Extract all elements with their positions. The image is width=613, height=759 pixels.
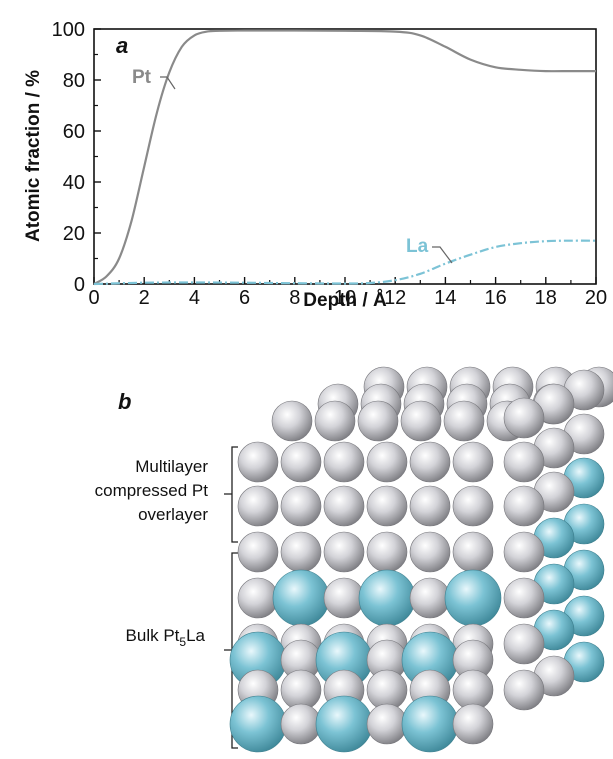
- pt-atom: [237, 485, 279, 527]
- y-tick-label: 20: [63, 223, 85, 245]
- atom-model-diagram: b Multilayer compressed Pt overlayer Bul…: [95, 366, 613, 753]
- pt-atom: [452, 485, 494, 527]
- series-line-la: [93, 239, 597, 286]
- la-atom: [272, 569, 330, 627]
- pt-atom: [443, 400, 485, 442]
- x-tick-label: 0: [88, 287, 99, 309]
- x-tick-label: 2: [139, 287, 150, 309]
- x-tick-label: 16: [484, 287, 506, 309]
- x-tick-label: 6: [239, 287, 250, 309]
- la-series-callout: La: [406, 236, 453, 264]
- bulk-label-tail: La: [186, 626, 205, 645]
- pt-atom: [237, 441, 279, 483]
- la-atom: [444, 569, 502, 627]
- x-tick-label: 10: [334, 287, 356, 309]
- series-layer: [93, 29, 597, 286]
- bulk-label-subscript: 5: [179, 635, 186, 649]
- pt-atom: [366, 441, 408, 483]
- pt-atom: [237, 531, 279, 573]
- pt-atom: [409, 485, 451, 527]
- pt-atom: [503, 669, 545, 711]
- bulk-label-main: Bulk Pt: [126, 626, 180, 645]
- pt-atom: [314, 400, 356, 442]
- pt-atom: [503, 531, 545, 573]
- pt-atom: [280, 485, 322, 527]
- y-axis-title: Atomic fraction / %: [23, 70, 44, 242]
- top-layer-bracket: [224, 446, 238, 543]
- pt-atom: [271, 400, 313, 442]
- pt-atom: [323, 485, 365, 527]
- panel-label-a: a: [116, 33, 128, 58]
- x-tick-label: 20: [585, 287, 607, 309]
- pt-atom: [409, 441, 451, 483]
- la-atom: [315, 695, 373, 753]
- panel-label-b: b: [118, 389, 131, 414]
- top-label-line-3: overlayer: [138, 505, 208, 524]
- x-tick-label: 8: [289, 287, 300, 309]
- pt-atom: [452, 531, 494, 573]
- x-tick-label: 12: [384, 287, 406, 309]
- pt-atom: [280, 703, 322, 745]
- la-atom: [229, 695, 287, 753]
- pt-atom: [323, 577, 365, 619]
- pt-atom: [366, 485, 408, 527]
- pt-atom: [409, 531, 451, 573]
- la-atom: [358, 569, 416, 627]
- pt-series-callout: Pt: [132, 67, 176, 90]
- y-tick-label: 0: [74, 274, 85, 296]
- line-chart: 0 20 40 60 80 100 0 2 4 6 8 10 12 14 16 18 20 a Pt La D…: [23, 19, 607, 311]
- y-tick-label: 100: [52, 19, 85, 41]
- pt-atom: [409, 577, 451, 619]
- pt-atom: [503, 623, 545, 665]
- top-label-line-1: Multilayer: [135, 457, 208, 476]
- la-series-label: La: [406, 236, 429, 257]
- pt-atom: [280, 531, 322, 573]
- y-axis: 0 20 40 60 80 100: [52, 19, 101, 296]
- top-label-line-2: compressed Pt: [95, 481, 209, 500]
- x-axis: 0 2 4 6 8 10 12 14 16 18 20: [88, 277, 607, 309]
- pt-atom: [503, 577, 545, 619]
- x-tick-label: 18: [535, 287, 557, 309]
- pt-atom: [452, 441, 494, 483]
- pt-atom: [323, 531, 365, 573]
- pt-atom: [237, 577, 279, 619]
- series-line-pt: [93, 29, 596, 285]
- la-atom: [401, 695, 459, 753]
- y-tick-label: 60: [63, 121, 85, 143]
- y-tick-label: 40: [63, 172, 85, 194]
- plot-frame: [93, 28, 597, 285]
- la-callout-line: [432, 246, 453, 264]
- pt-atom: [323, 441, 365, 483]
- pt-atom: [357, 400, 399, 442]
- pt-atom: [503, 397, 545, 439]
- bulk-layer-label: Bulk Pt5La: [126, 626, 206, 649]
- x-axis-title: Depth / Å: [303, 290, 387, 311]
- pt-atom: [366, 531, 408, 573]
- y-tick-label: 80: [63, 70, 85, 92]
- pt-atom: [452, 703, 494, 745]
- top-layer-label: Multilayer compressed Pt overlayer: [95, 457, 209, 524]
- pt-atom: [400, 400, 442, 442]
- atom-cluster: [229, 366, 613, 753]
- x-tick-label: 14: [434, 287, 456, 309]
- pt-atom: [366, 703, 408, 745]
- pt-atom: [503, 485, 545, 527]
- x-tick-label: 4: [189, 287, 200, 309]
- pt-atom: [503, 441, 545, 483]
- pt-series-label: Pt: [132, 67, 152, 88]
- pt-atom: [280, 441, 322, 483]
- pt-callout-line: [160, 76, 176, 90]
